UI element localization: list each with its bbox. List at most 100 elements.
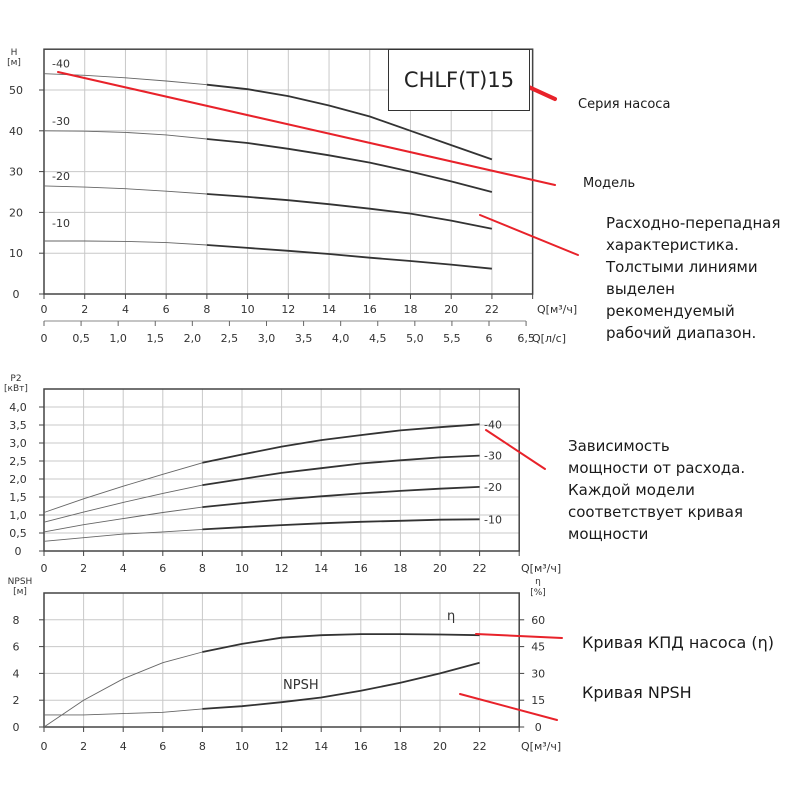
curve--40-recommended-range [206,83,493,161]
annotation-line: Каждой модели [568,481,695,499]
y-tick-label: 8 [13,614,20,627]
x2-tick-label: 1,5 [147,332,165,345]
annotation-npsh: Кривая NPSH [582,683,692,702]
y-tick-label: 2,0 [9,473,27,486]
y-axis-unit: [м] [7,58,21,68]
series-label: -30 [52,115,70,128]
curve-η-recommended-range [202,633,480,653]
x-tick-label: 14 [314,562,328,575]
x-axis-label: Q[м³/ч] [521,562,561,575]
x-tick-label: 8 [203,303,210,316]
annotation-line: Зависимость [568,437,670,455]
annotation-pointer-line [479,214,579,256]
x2-tick-label: 6,5 [517,332,535,345]
x-tick-label: 2 [81,303,88,316]
y-tick-label: 30 [9,166,23,179]
x2-tick-label: 2,5 [221,332,239,345]
x-tick-label: 6 [163,303,170,316]
x-tick-label: 16 [363,303,377,316]
x-tick-label: 0 [41,303,48,316]
annotation-line: соответствует кривая [568,503,743,521]
annotation-series: Серия насоса [578,97,671,112]
annotation-pointer-line [485,429,546,470]
x-tick-label: 22 [473,562,487,575]
x-tick-label: 20 [433,562,447,575]
x-tick-label: 18 [403,303,417,316]
x-tick-label: 18 [393,740,407,753]
x-tick-label: 0 [41,740,48,753]
x-tick-label: 4 [122,303,129,316]
annotation-line: Толстыми линиями [606,258,758,276]
curve--30-outside-range [43,484,203,523]
y-axis-unit: [кВт] [4,384,28,394]
annotation-efficiency: Кривая КПД насоса (η) [582,633,774,652]
x-tick-label: 6 [159,740,166,753]
series-label: -10 [52,217,70,230]
y-tick-label: 10 [9,247,23,260]
x-tick-label: 4 [120,740,127,753]
x2-tick-label: 3,0 [258,332,276,345]
y-axis-unit: [м] [13,587,27,597]
x2-tick-label: 3,5 [295,332,313,345]
annotation-line: характеристика. [606,236,739,254]
series-label: -30 [484,450,502,463]
curve--20-outside-range [43,506,203,533]
x-tick-label: 14 [314,740,328,753]
series-label: -20 [484,481,502,494]
annotation-line: мощности [568,525,649,543]
y-right-tick-label: 45 [531,641,545,654]
annotation-line: мощности от расхода. [568,459,746,477]
annotation-line: выделен [606,280,675,298]
x-tick-label: 12 [275,740,289,753]
x-tick-label: 6 [159,562,166,575]
x-tick-label: 10 [241,303,255,316]
x-tick-label: 20 [444,303,458,316]
y-tick-label: 40 [9,125,23,138]
y-tick-label: 0,5 [9,527,27,540]
x-tick-label: 2 [80,562,87,575]
curve--30-recommended-range [202,454,480,486]
y-right-axis-label: η [535,577,541,587]
x-tick-label: 14 [322,303,336,316]
x2-tick-label: 5,5 [443,332,461,345]
pump-series-title: CHLF(T)15 [403,68,515,92]
y-right-axis-unit: [%] [530,588,546,598]
curve-η-outside-range [43,651,203,728]
curve--30-outside-range [43,130,207,140]
x-tick-label: 8 [199,562,206,575]
annotation-pointer-line [57,71,556,186]
chart-2 [39,388,520,556]
x2-tick-label: 5,0 [406,332,424,345]
series-label: -40 [484,418,502,431]
x2-tick-label: 2,0 [184,332,202,345]
curve--10-recommended-range [202,518,480,531]
x-tick-label: 20 [433,740,447,753]
series-label: -20 [52,170,70,183]
y-right-tick-label: 0 [535,721,542,734]
x-tick-label: 12 [275,562,289,575]
y-tick-label: 0 [13,288,20,301]
annotation-line: рабочий диапазон. [606,324,757,342]
annotation-pointer-line [475,633,563,639]
pump-series-box: CHLF(T)15 [388,49,530,111]
x-tick-label: 10 [235,740,249,753]
y-tick-label: 3,0 [9,437,27,450]
y-tick-label: 1,0 [9,509,27,522]
x2-tick-label: 4,0 [332,332,350,345]
annotation-head-curve: Расходно-перепадная характеристика. Толс… [606,212,781,344]
y-tick-label: 50 [9,84,23,97]
curve--10-recommended-range [206,244,492,270]
curve--20-outside-range [43,185,207,195]
annotation-model: Модель [583,176,636,191]
x2-tick-label: 0 [41,332,48,345]
x-tick-label: 16 [354,562,368,575]
y-right-tick-label: 15 [531,694,545,707]
curve--40-outside-range [43,462,203,513]
y-right-tick-label: 60 [531,614,545,627]
annotation-power-curve: Зависимость мощности от расхода. Каждой … [568,435,745,545]
curve--20-recommended-range [206,193,493,230]
y-tick-label: 0 [15,545,22,558]
x-tick-label: 22 [473,740,487,753]
chart-3 [39,592,525,732]
annotation-line: рекомендуемый [606,302,735,320]
